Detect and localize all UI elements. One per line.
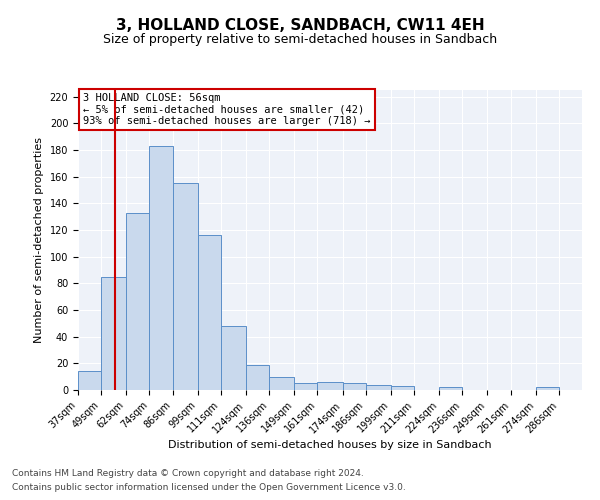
Bar	[101, 276, 126, 390]
Bar	[246, 364, 269, 390]
Bar	[149, 146, 173, 390]
Bar	[317, 382, 343, 390]
Bar	[391, 386, 414, 390]
Text: Contains public sector information licensed under the Open Government Licence v3: Contains public sector information licen…	[12, 484, 406, 492]
Text: Contains HM Land Registry data © Crown copyright and database right 2024.: Contains HM Land Registry data © Crown c…	[12, 468, 364, 477]
Bar	[78, 372, 101, 390]
Y-axis label: Number of semi-detached properties: Number of semi-detached properties	[34, 137, 44, 343]
Text: 3 HOLLAND CLOSE: 56sqm
← 5% of semi-detached houses are smaller (42)
93% of semi: 3 HOLLAND CLOSE: 56sqm ← 5% of semi-deta…	[83, 93, 371, 126]
Bar	[343, 384, 366, 390]
Bar	[294, 384, 317, 390]
X-axis label: Distribution of semi-detached houses by size in Sandbach: Distribution of semi-detached houses by …	[168, 440, 492, 450]
Bar	[221, 326, 246, 390]
Bar	[439, 388, 462, 390]
Bar	[269, 376, 294, 390]
Text: 3, HOLLAND CLOSE, SANDBACH, CW11 4EH: 3, HOLLAND CLOSE, SANDBACH, CW11 4EH	[116, 18, 484, 32]
Bar	[126, 212, 149, 390]
Bar	[173, 184, 198, 390]
Bar	[366, 384, 391, 390]
Bar	[536, 388, 559, 390]
Text: Size of property relative to semi-detached houses in Sandbach: Size of property relative to semi-detach…	[103, 32, 497, 46]
Bar	[198, 236, 221, 390]
